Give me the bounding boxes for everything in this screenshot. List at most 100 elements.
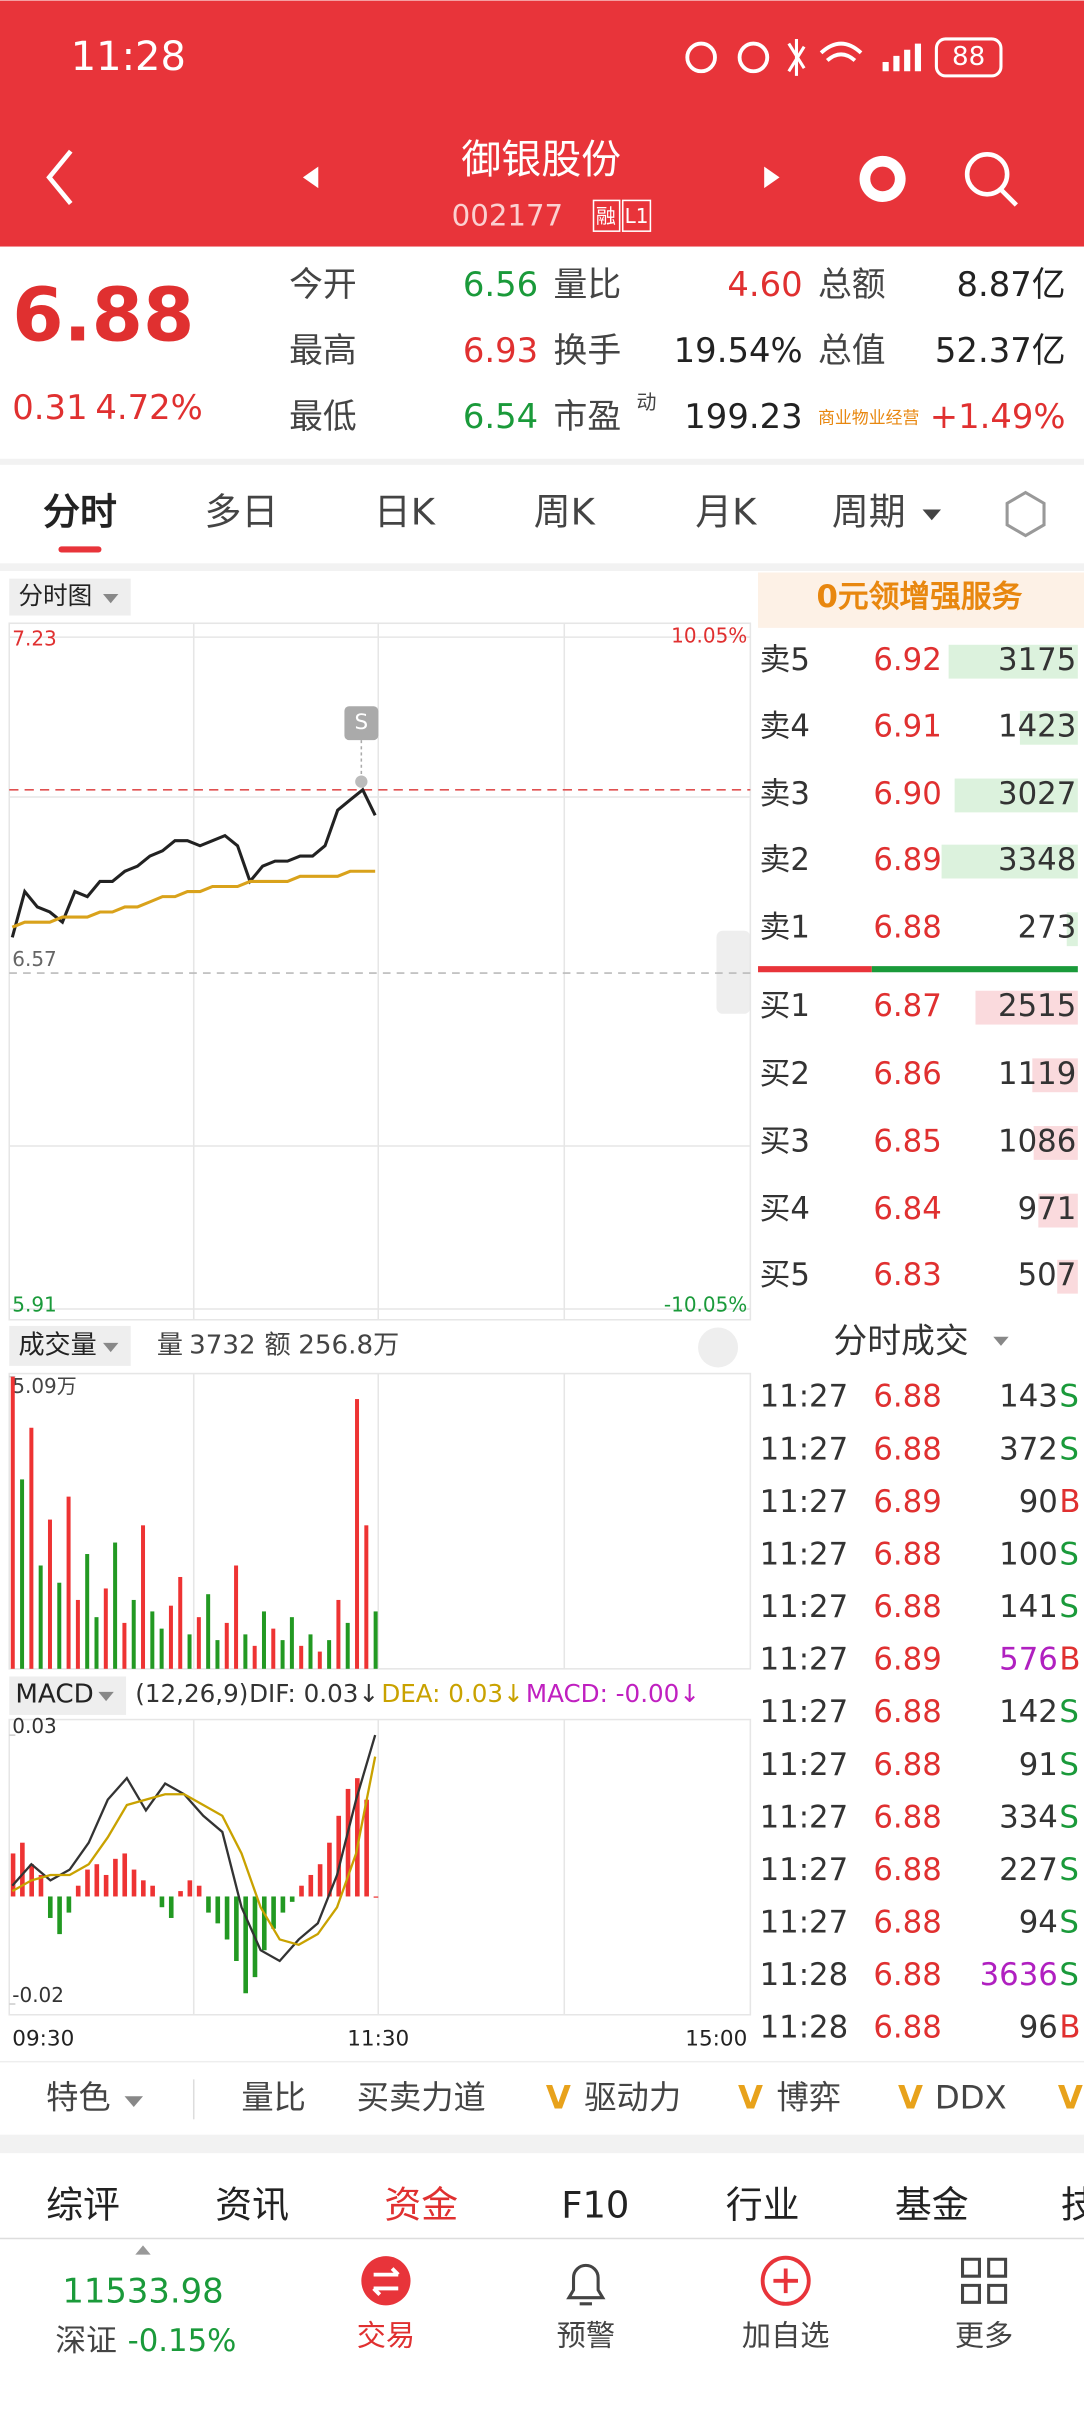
- price-frame: [8, 622, 752, 1321]
- dropdown[interactable]: [103, 1342, 119, 1353]
- volume-bar: [187, 1634, 192, 1669]
- last-price: 6.88: [12, 272, 194, 358]
- section-tab[interactable]: 资金: [384, 2183, 458, 2226]
- volume-bar: [178, 1576, 183, 1669]
- promo-text[interactable]: 0元领增强服务: [817, 579, 1023, 615]
- dropdown[interactable]: [922, 509, 942, 521]
- macd-bar: [345, 1788, 351, 1897]
- toolbar-item[interactable]: 量比: [241, 2078, 306, 2116]
- trade-volume: 96: [1019, 2010, 1058, 2046]
- section-tab[interactable]: 综评: [46, 2183, 120, 2226]
- dropdown[interactable]: [103, 594, 119, 604]
- depth-bar: [1019, 710, 1078, 745]
- trade-time: 11:27: [760, 1642, 849, 1678]
- chart-tab[interactable]: 多日: [205, 491, 279, 534]
- divider: [0, 2237, 1084, 2240]
- section-tab[interactable]: 技: [1061, 2183, 1084, 2226]
- chart-tab[interactable]: 分时: [43, 491, 117, 534]
- alert-icon[interactable]: [566, 2263, 606, 2306]
- trade-time: 11:27: [760, 1747, 849, 1783]
- trade-time: 11:27: [760, 1799, 849, 1835]
- dropdown[interactable]: [124, 2096, 143, 2108]
- trade-time: 11:27: [760, 1536, 849, 1572]
- volume-bar: [336, 1599, 341, 1669]
- trade-price: 6.88: [873, 1799, 941, 1835]
- book-volume: 1119: [998, 1056, 1076, 1092]
- trade-volume: 143: [999, 1379, 1058, 1415]
- trade-volume: 141: [999, 1589, 1058, 1625]
- wifi-icon: [819, 41, 863, 62]
- toolbar-item[interactable]: DDX: [935, 2078, 1007, 2116]
- x-tick-label: 11:30: [347, 2026, 409, 2051]
- section-tab[interactable]: F10: [561, 2183, 629, 2226]
- chart-tab[interactable]: 日K: [374, 491, 436, 534]
- macd-bar: [261, 1896, 267, 1951]
- volume-bar: [75, 1599, 80, 1669]
- chart-tab[interactable]: 月K: [695, 491, 757, 534]
- section-tab[interactable]: 资讯: [215, 2183, 289, 2226]
- next-stock[interactable]: [764, 166, 780, 189]
- volume-bar: [373, 1611, 378, 1669]
- depth-bar: [975, 990, 1078, 1025]
- section-tab[interactable]: 基金: [895, 2183, 969, 2226]
- settings-icon[interactable]: [1005, 490, 1046, 538]
- volume-bar: [38, 1565, 43, 1669]
- battery-level: 88: [952, 42, 985, 72]
- toolbar-item[interactable]: 买卖力道: [357, 2078, 486, 2116]
- stat-label: 最高: [289, 331, 357, 370]
- stat-label: 换手: [554, 331, 622, 370]
- macd-bar: [271, 1896, 276, 1929]
- book-price: 6.85: [873, 1123, 941, 1159]
- nav-item[interactable]: 更多: [955, 2319, 1013, 2353]
- book-label: 卖4: [760, 708, 810, 744]
- trade-volume: 90: [1019, 1484, 1058, 1520]
- dropdown[interactable]: [993, 1336, 1009, 1346]
- volume-bar: [150, 1611, 155, 1669]
- macd-bar: [66, 1896, 72, 1913]
- dropdown[interactable]: [98, 1691, 114, 1702]
- chart-label: MACD: [15, 1679, 93, 1709]
- trade-icon[interactable]: [361, 2256, 411, 2306]
- book-label: 卖2: [760, 842, 810, 878]
- promo-bg[interactable]: [758, 572, 1084, 628]
- y-tick-label: 5.09万: [12, 1374, 76, 1398]
- stock-name: 御银股份: [461, 137, 621, 183]
- y2-tick-label: -10.05%: [664, 1292, 747, 1316]
- section-tab[interactable]: 行业: [726, 2183, 800, 2226]
- toolbar-item[interactable]: 博弈: [776, 2078, 841, 2116]
- book-label: 卖5: [760, 642, 810, 678]
- macd-bar: [20, 1842, 25, 1897]
- x-tick-label: 15:00: [685, 2026, 747, 2051]
- nav-item[interactable]: 加自选: [742, 2319, 830, 2353]
- prev-stock[interactable]: [302, 166, 319, 189]
- search-button[interactable]: [964, 151, 1010, 197]
- book-volume: 3175: [998, 642, 1076, 678]
- macd-dea: DEA: 0.03↓: [381, 1679, 523, 1708]
- add-icon[interactable]: [760, 2255, 811, 2306]
- divider: [0, 563, 1084, 571]
- index-change: -0.15%: [128, 2323, 237, 2359]
- badge: 融: [596, 204, 616, 228]
- chart-tab[interactable]: 周期: [832, 491, 906, 534]
- trade-price: 6.88: [873, 1431, 941, 1467]
- trade-price: 6.88: [873, 1957, 941, 1993]
- more-icon[interactable]: [960, 2257, 1008, 2304]
- chart-tab[interactable]: 周K: [534, 491, 596, 534]
- depth-bar: [954, 778, 1078, 813]
- back-button[interactable]: [46, 149, 73, 205]
- volume-bar: [280, 1640, 285, 1669]
- nav-item[interactable]: 预警: [557, 2319, 615, 2353]
- toolbar-item[interactable]: 驱动力: [584, 2078, 681, 2116]
- toolbar-item[interactable]: 特色: [46, 2078, 111, 2116]
- trade-time: 11:27: [760, 1431, 849, 1467]
- volume-bar: [355, 1399, 360, 1669]
- volume-bar: [206, 1594, 211, 1669]
- nav-item[interactable]: 交易: [357, 2319, 415, 2353]
- divider: [0, 2134, 1084, 2154]
- volume-bar: [122, 1622, 127, 1669]
- macd-bar: [122, 1853, 128, 1897]
- trade-price: 6.88: [873, 1589, 941, 1625]
- expand-button[interactable]: [698, 1327, 739, 1368]
- amount-value: 256.8万: [298, 1330, 399, 1360]
- depth-bar: [1032, 1058, 1078, 1093]
